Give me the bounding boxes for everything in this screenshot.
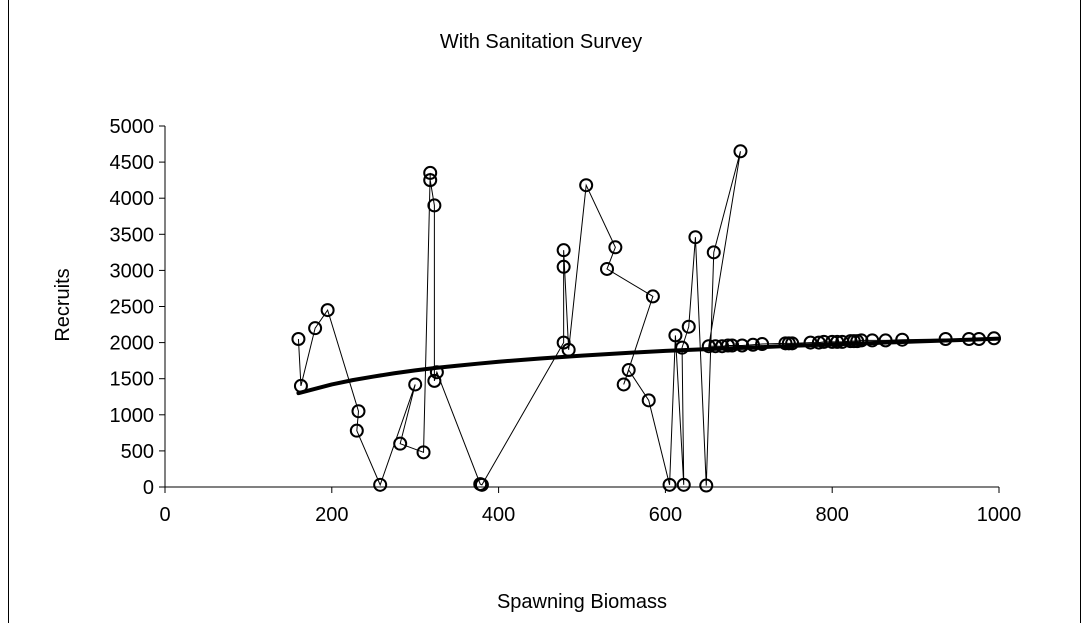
- x-tick-label: 0: [159, 504, 170, 526]
- data-point: [641, 393, 656, 408]
- data-point: [408, 377, 423, 392]
- data-point: [755, 337, 770, 352]
- data-point: [878, 333, 893, 348]
- data-point: [733, 144, 748, 159]
- data-point: [699, 478, 714, 493]
- data-point: [735, 338, 750, 353]
- data-point: [676, 477, 691, 492]
- data-point: [706, 245, 721, 260]
- data-point: [662, 477, 677, 492]
- data-point: [645, 289, 660, 304]
- data-point: [621, 363, 636, 378]
- data-point: [373, 477, 388, 492]
- data-point: [961, 331, 976, 346]
- series-layer: [291, 144, 1001, 493]
- data-point: [423, 173, 438, 188]
- data-point: [720, 338, 735, 353]
- data-point: [416, 445, 431, 460]
- data-point: [971, 331, 986, 346]
- data-point: [854, 333, 869, 348]
- x-tick-label: 400: [482, 504, 515, 526]
- y-tick-label: 3500: [110, 224, 155, 246]
- data-point: [474, 477, 489, 492]
- data-point: [561, 342, 576, 357]
- x-tick-label: 1000: [977, 504, 1022, 526]
- data-point: [293, 378, 308, 393]
- data-point: [681, 319, 696, 334]
- x-tick-label: 800: [816, 504, 849, 526]
- data-point: [668, 328, 683, 343]
- y-tick-label: 1000: [110, 405, 155, 427]
- y-tick-label: 4500: [110, 152, 155, 174]
- data-point: [825, 334, 840, 349]
- x-tick-label: 600: [649, 504, 682, 526]
- data-point: [803, 335, 818, 350]
- axes: 0500100015002000250030003500400045005000…: [110, 116, 1022, 526]
- data-point: [675, 340, 690, 355]
- x-axis-label: Spawning Biomass: [497, 591, 667, 613]
- data-point: [608, 240, 623, 255]
- data-point: [688, 230, 703, 245]
- data-point: [701, 339, 716, 354]
- data-point: [423, 165, 438, 180]
- y-tick-label: 5000: [110, 116, 155, 138]
- y-tick-label: 2500: [110, 297, 155, 319]
- y-tick-label: 2000: [110, 333, 155, 355]
- y-tick-label: 3000: [110, 260, 155, 282]
- data-point: [725, 338, 740, 353]
- data-point: [745, 337, 760, 352]
- y-axis-label: Recruits: [52, 268, 74, 341]
- data-point: [616, 377, 631, 392]
- data-point: [865, 333, 880, 348]
- data-point: [811, 335, 826, 350]
- x-tick-label: 200: [315, 504, 348, 526]
- y-tick-label: 4000: [110, 188, 155, 210]
- data-point: [349, 423, 364, 438]
- y-tick-label: 0: [143, 477, 154, 499]
- data-point: [895, 332, 910, 347]
- data-point: [600, 261, 615, 276]
- data-point: [830, 334, 845, 349]
- observed-connecting-line: [297, 151, 995, 487]
- data-point: [427, 373, 442, 388]
- data-point: [320, 303, 335, 318]
- data-point: [816, 334, 831, 349]
- data-point: [427, 198, 442, 213]
- fitted-curve: [296, 336, 1001, 396]
- data-point: [429, 365, 444, 380]
- data-point: [986, 331, 1001, 346]
- data-point: [291, 331, 306, 346]
- data-point: [556, 259, 571, 274]
- data-point: [351, 404, 366, 419]
- data-point: [308, 321, 323, 336]
- chart-frame: [8, 0, 1081, 623]
- data-point: [579, 178, 594, 193]
- chart-title: With Sanitation Survey: [440, 31, 642, 53]
- data-point: [556, 243, 571, 258]
- data-point: [393, 436, 408, 451]
- y-tick-label: 500: [121, 441, 154, 463]
- y-tick-label: 1500: [110, 369, 155, 391]
- data-point: [715, 339, 730, 354]
- data-point: [785, 336, 800, 351]
- data-point: [938, 331, 953, 346]
